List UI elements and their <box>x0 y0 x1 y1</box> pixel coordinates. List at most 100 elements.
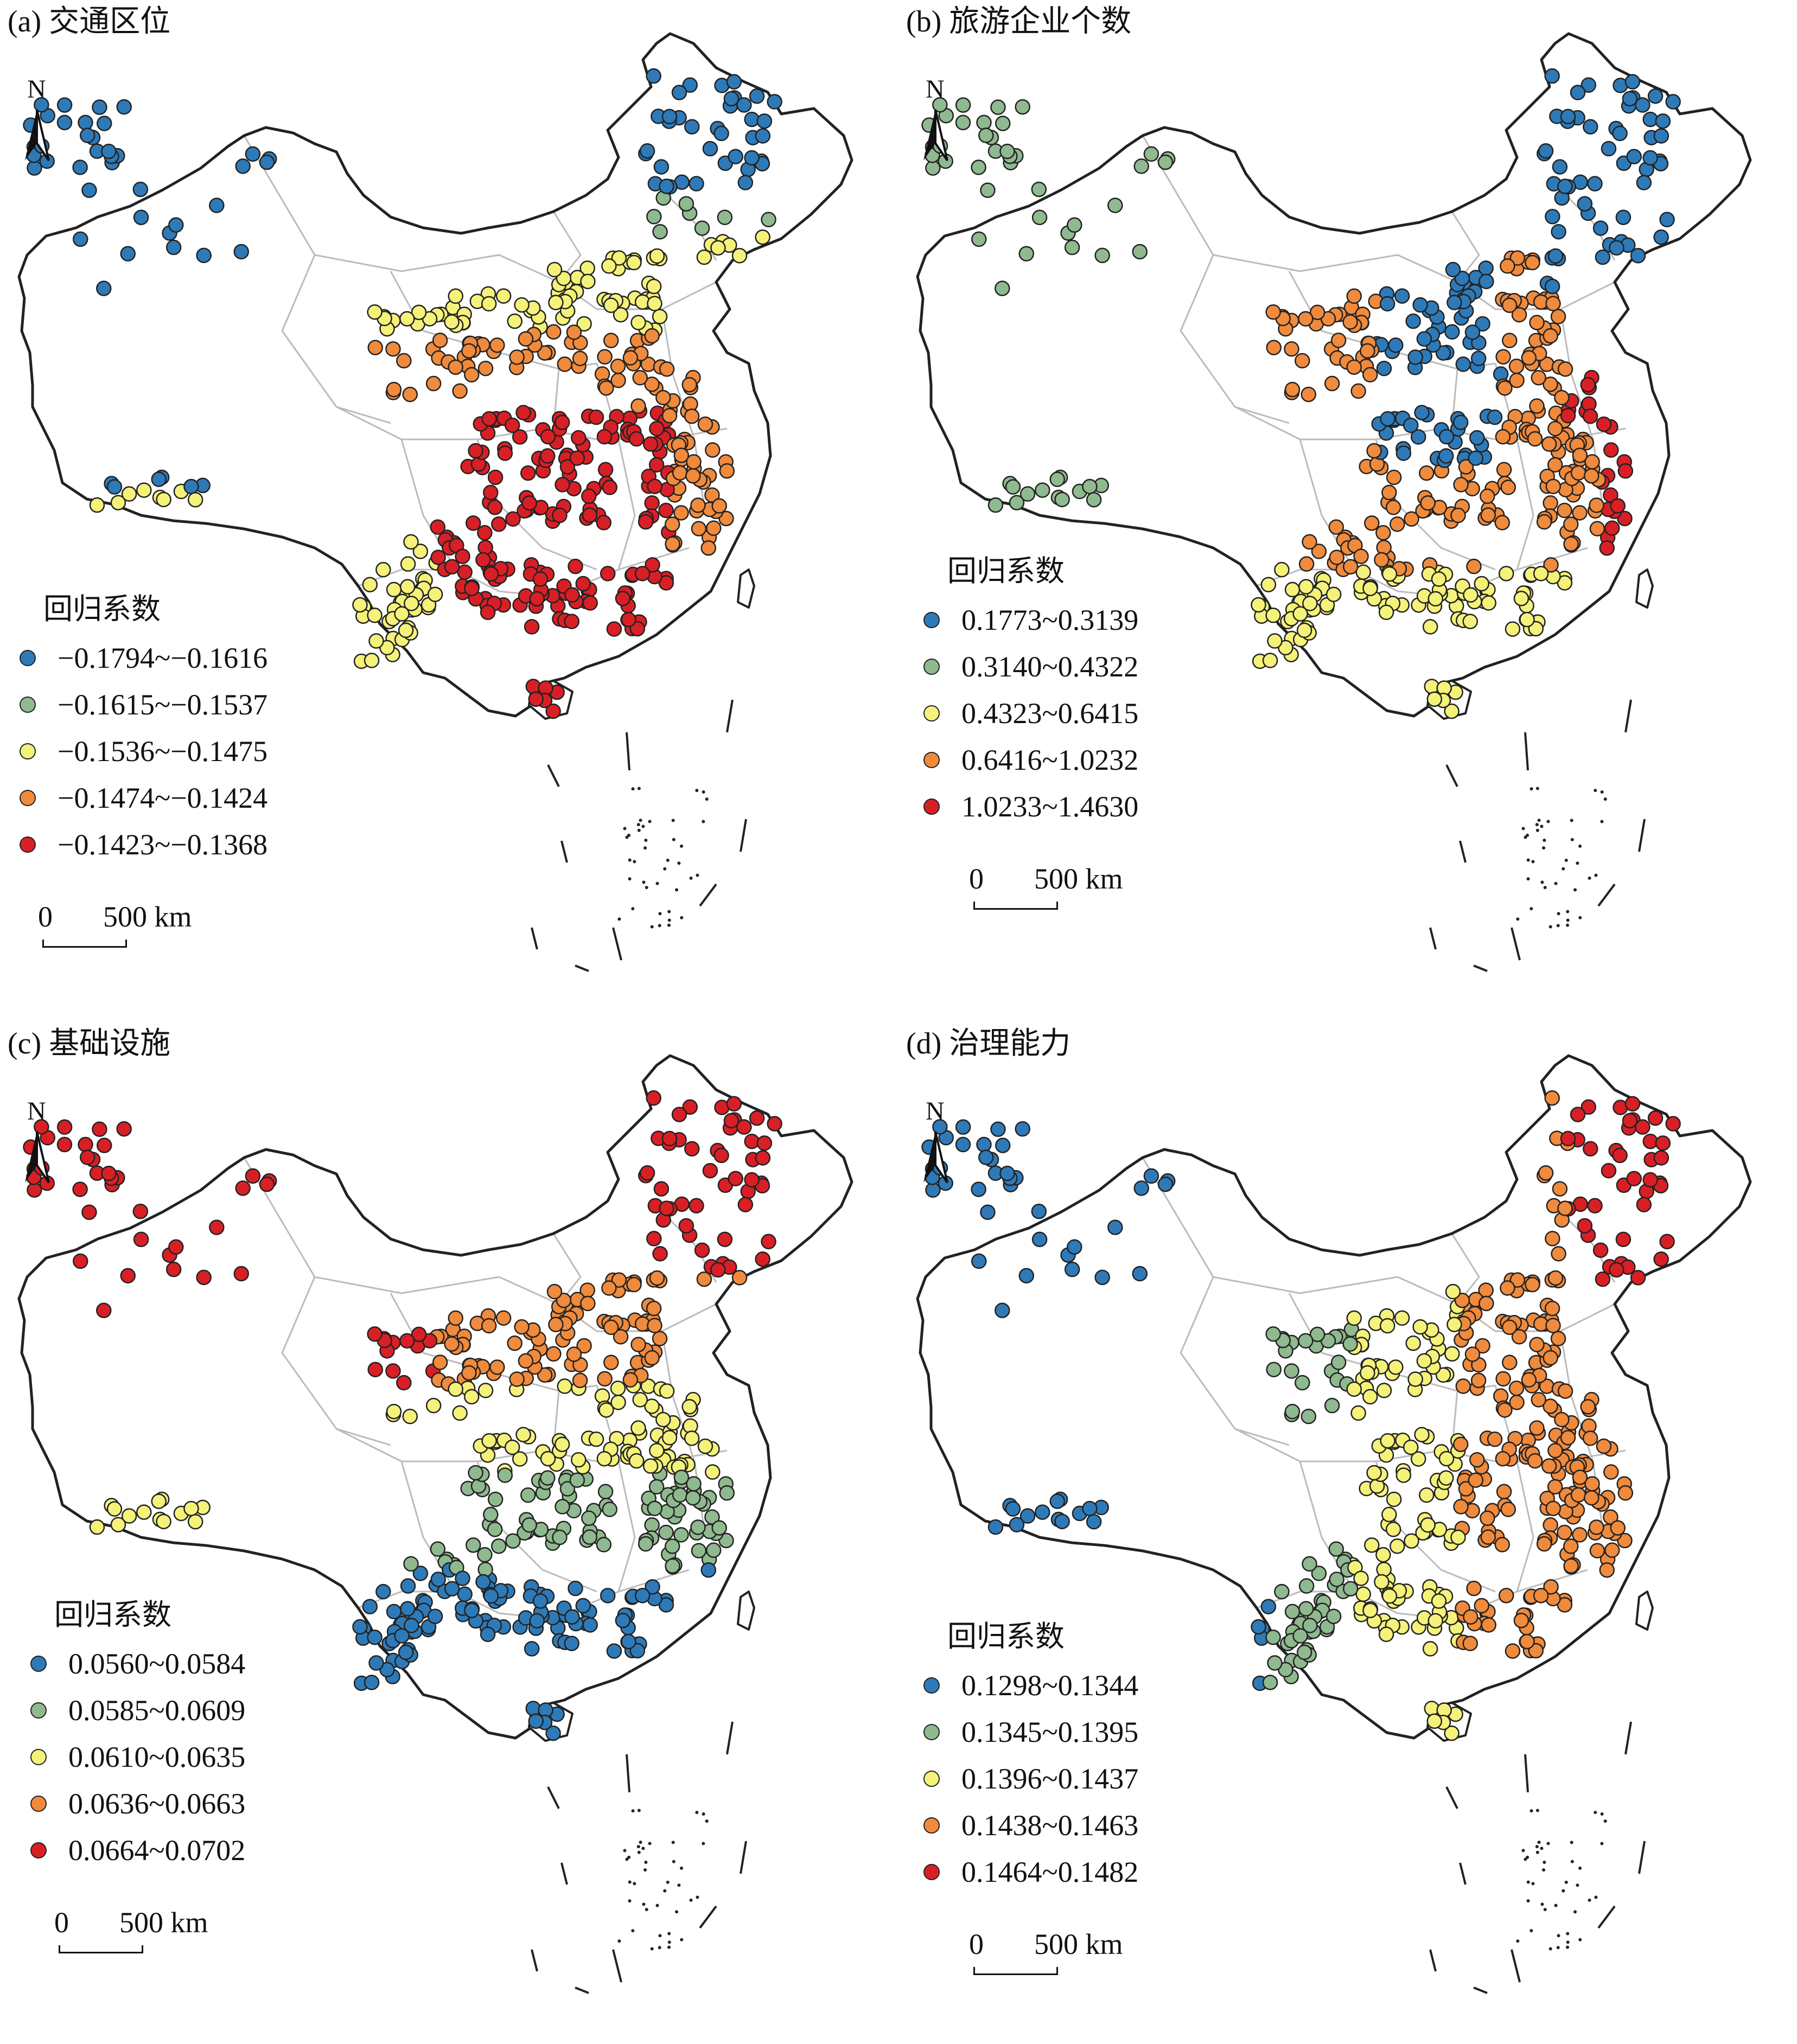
island-dot <box>642 1902 646 1906</box>
city-point <box>658 502 674 519</box>
city-point <box>596 429 613 445</box>
city-point <box>477 525 493 541</box>
city-point <box>386 1403 402 1420</box>
city-point <box>1554 389 1570 406</box>
island-dot <box>1566 1940 1570 1944</box>
city-point <box>1592 220 1609 236</box>
city-point <box>1464 324 1481 340</box>
island-dot <box>1540 880 1544 884</box>
boundary-dash <box>726 1721 734 1755</box>
island-dot <box>1565 923 1569 927</box>
island-dot <box>642 880 646 884</box>
boundary-dash <box>1429 927 1437 950</box>
city-point <box>1260 577 1277 592</box>
island-dot <box>650 1947 654 1951</box>
city-point <box>1292 606 1308 622</box>
city-point <box>1501 297 1518 314</box>
city-point <box>1426 691 1443 707</box>
city-point <box>1388 337 1404 353</box>
city-point <box>1054 1513 1070 1530</box>
city-point <box>487 500 503 515</box>
island-dot <box>1530 907 1533 911</box>
city-point <box>1536 514 1552 530</box>
island-dot <box>658 1934 662 1938</box>
island-dot <box>1535 787 1539 790</box>
island-dot <box>1603 1819 1607 1823</box>
island-outline <box>1635 569 1654 609</box>
city-point <box>1475 316 1490 332</box>
city-point <box>1511 306 1527 323</box>
city-point <box>597 1371 613 1387</box>
map-panel-d: (d) 治理能力 N 回归系数 0.1298~0.1344 0.1345~0.1… <box>898 1022 1797 2044</box>
city-point <box>1551 1245 1566 1262</box>
city-point <box>483 1506 499 1523</box>
city-point <box>1557 1383 1573 1399</box>
city-point <box>761 1234 776 1250</box>
province-boundary <box>1180 254 1290 424</box>
island-dot <box>705 797 709 801</box>
city-point <box>564 1609 580 1625</box>
city-point <box>1350 1405 1366 1421</box>
city-point <box>1560 408 1576 424</box>
city-point <box>1545 1318 1561 1333</box>
city-point <box>448 1381 463 1397</box>
city-point <box>603 1319 619 1336</box>
china-map-c <box>17 1054 853 1994</box>
island-dot <box>628 858 632 862</box>
city-point <box>1501 1319 1518 1336</box>
north-arrow-icon: N <box>915 76 958 179</box>
city-point <box>653 1181 670 1197</box>
city-point <box>652 1331 668 1346</box>
city-point <box>1508 1381 1525 1396</box>
city-point <box>1005 1501 1021 1517</box>
city-point <box>168 1239 184 1255</box>
city-point <box>647 1318 662 1333</box>
city-point <box>1470 350 1487 366</box>
city-point <box>978 1149 994 1165</box>
island-dot <box>667 1945 671 1949</box>
boundary-dash <box>560 1862 568 1885</box>
city-point <box>1642 111 1658 127</box>
island-dot <box>644 839 648 842</box>
city-point <box>644 376 660 392</box>
city-point <box>209 1219 225 1235</box>
city-point <box>72 159 88 175</box>
city-point <box>183 1500 199 1517</box>
city-point <box>600 566 616 582</box>
city-point <box>1350 383 1366 399</box>
city-point <box>1031 209 1048 226</box>
city-point <box>430 519 446 535</box>
island-dot <box>1549 1947 1552 1951</box>
city-point <box>749 1110 765 1126</box>
city-point <box>1438 1470 1454 1486</box>
city-point <box>1653 128 1669 144</box>
city-point <box>575 576 591 592</box>
city-point <box>1596 416 1612 432</box>
city-point <box>1265 1630 1281 1645</box>
north-arrow-icon: N <box>16 76 60 179</box>
island-dot <box>623 827 627 831</box>
city-point <box>259 1176 275 1192</box>
city-point <box>385 341 401 357</box>
city-point <box>1395 445 1412 461</box>
island-dot <box>675 888 679 892</box>
city-point <box>1589 1543 1605 1558</box>
city-point <box>1653 229 1669 245</box>
city-point <box>1560 108 1576 125</box>
city-point <box>582 1529 598 1545</box>
boundary-dash <box>575 964 589 972</box>
city-point <box>661 1130 678 1147</box>
city-point <box>1630 1270 1646 1286</box>
city-point <box>1498 1588 1514 1604</box>
legend-item: −0.1794~−0.1616 <box>0 635 267 681</box>
city-point <box>672 465 688 481</box>
boundary-dash <box>726 699 734 733</box>
city-point <box>696 249 712 265</box>
city-point <box>1496 1484 1512 1500</box>
boundary-dash <box>1524 1754 1529 1793</box>
city-point <box>1458 459 1474 475</box>
city-point <box>132 1203 149 1219</box>
city-point <box>1035 1504 1050 1520</box>
city-point <box>955 97 971 113</box>
city-point <box>673 1470 690 1485</box>
